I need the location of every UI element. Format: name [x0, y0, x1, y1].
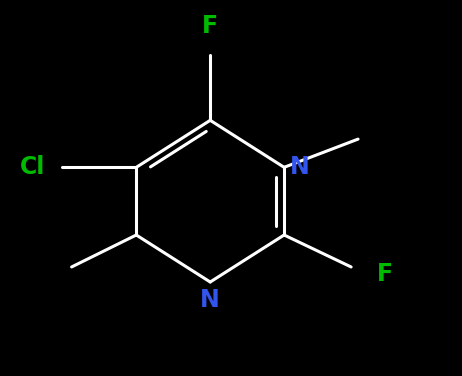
- Text: F: F: [377, 262, 393, 287]
- Text: Cl: Cl: [20, 155, 45, 179]
- Text: N: N: [290, 155, 310, 179]
- Text: N: N: [201, 288, 220, 312]
- Text: F: F: [202, 14, 218, 38]
